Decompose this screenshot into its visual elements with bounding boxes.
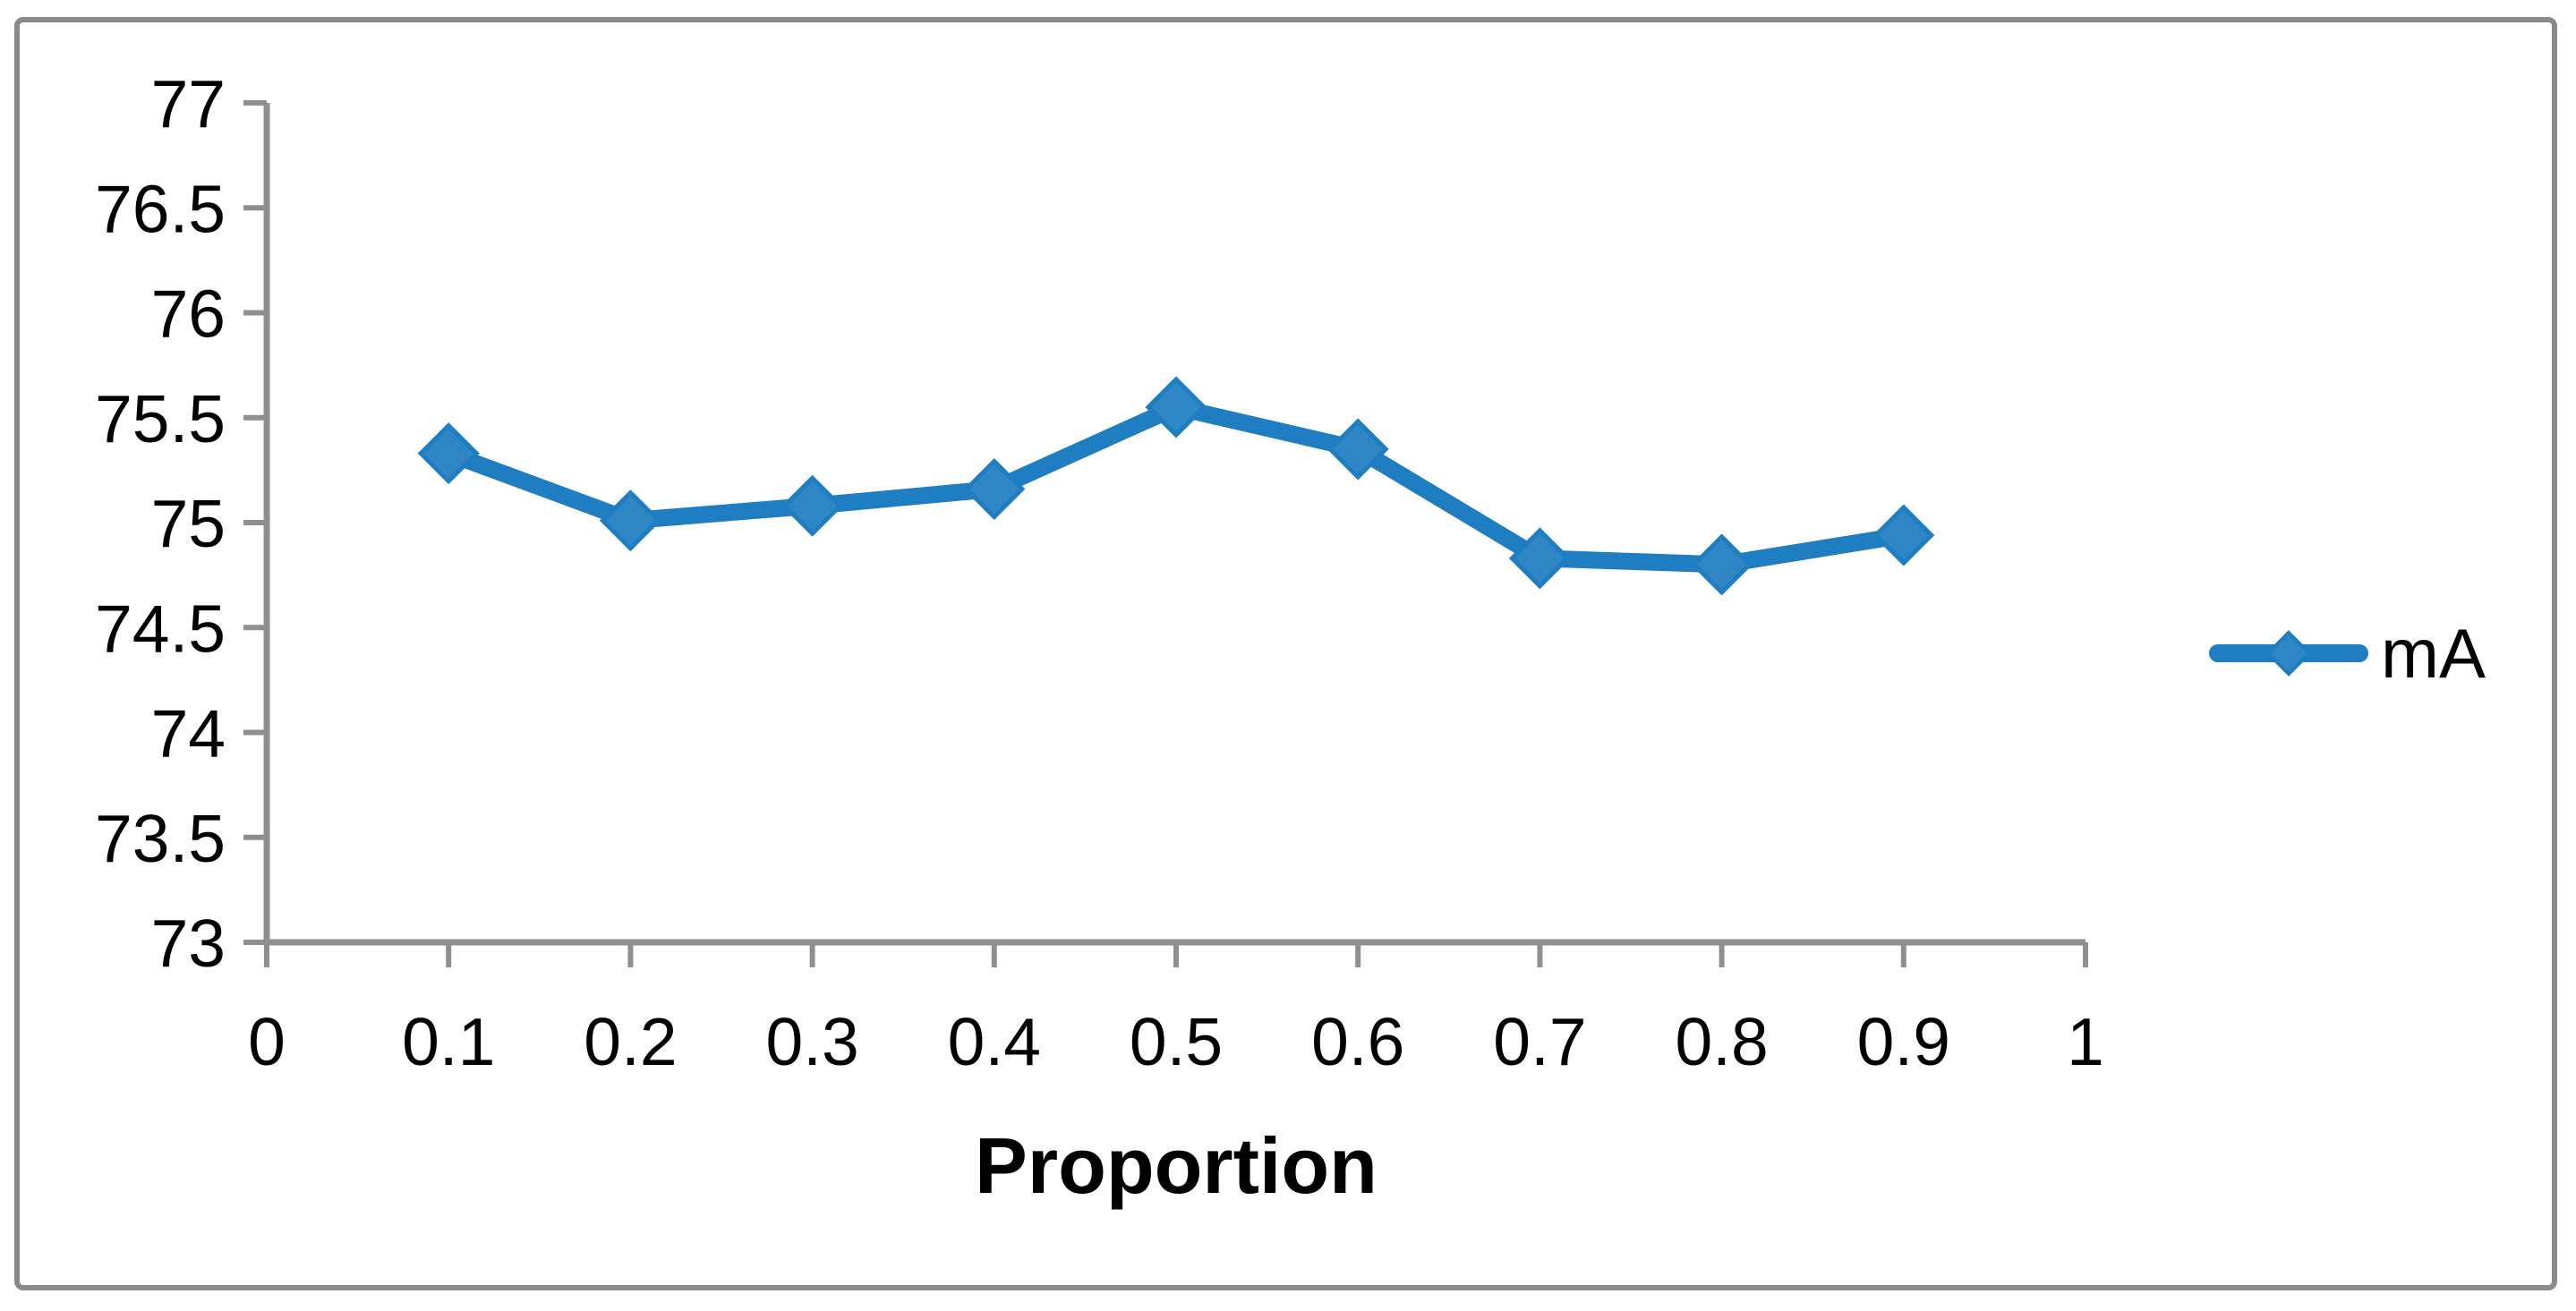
legend-line-marker-swatch	[2209, 630, 2368, 677]
legend: mA	[2207, 614, 2486, 693]
data-point-marker	[1508, 527, 1571, 590]
x-tick-label: 0.2	[584, 1004, 677, 1079]
data-point-marker	[1691, 533, 1753, 596]
y-tick-label: 73.5	[95, 801, 226, 876]
y-tick-label: 74.5	[95, 591, 226, 666]
data-point-marker	[1872, 504, 1935, 566]
data-point-marker	[599, 489, 661, 552]
chart-frame	[14, 17, 2557, 1290]
legend-series-label: mA	[2381, 614, 2486, 693]
x-tick-label: 0.6	[1311, 1004, 1404, 1079]
data-point-marker	[1145, 376, 1207, 438]
y-tick-label: 75	[151, 486, 226, 561]
data-point-marker	[417, 422, 480, 485]
legend-marker-sample	[2265, 630, 2312, 677]
x-tick-label: 0.3	[765, 1004, 858, 1079]
x-tick-label: 0.7	[1493, 1004, 1586, 1079]
data-point-marker	[1326, 418, 1389, 481]
y-tick-label: 75.5	[95, 381, 226, 456]
data-point-marker	[781, 474, 844, 537]
x-tick-label: 0.4	[948, 1004, 1041, 1079]
y-tick-label: 73	[151, 906, 226, 981]
x-axis-title: Proportion	[975, 1121, 1378, 1210]
x-tick-label: 0.9	[1857, 1004, 1950, 1079]
y-tick-label: 76.5	[95, 171, 226, 246]
y-tick-label: 74	[151, 696, 226, 771]
data-point-marker	[963, 457, 1026, 521]
y-tick-label: 76	[151, 277, 226, 352]
y-tick-label: 77	[151, 66, 226, 141]
x-tick-label: 1	[2067, 1004, 2104, 1079]
x-tick-label: 0.5	[1130, 1004, 1223, 1079]
x-tick-label: 0	[248, 1004, 286, 1079]
x-tick-label: 0.8	[1675, 1004, 1768, 1079]
x-tick-label: 0.1	[402, 1004, 495, 1079]
